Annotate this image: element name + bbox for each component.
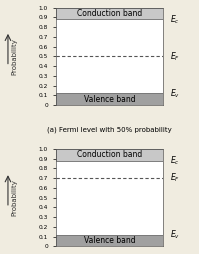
Bar	[56, 235, 163, 246]
Bar	[56, 8, 163, 19]
Bar	[56, 149, 163, 161]
Text: E$_F$: E$_F$	[170, 50, 180, 62]
Text: Probability: Probability	[11, 179, 17, 216]
Text: (a) Fermi level with 50% probability: (a) Fermi level with 50% probability	[47, 126, 172, 133]
Text: E$_c$: E$_c$	[170, 13, 179, 26]
Text: E$_c$: E$_c$	[170, 154, 179, 167]
Text: Valence band: Valence band	[84, 95, 135, 104]
Text: Conduction band: Conduction band	[77, 150, 142, 159]
Text: E$_v$: E$_v$	[170, 87, 180, 100]
Text: Conduction band: Conduction band	[77, 9, 142, 18]
Text: E$_F$: E$_F$	[170, 172, 180, 184]
Text: Valence band: Valence band	[84, 236, 135, 245]
Text: Probability: Probability	[11, 38, 17, 75]
Bar	[56, 93, 163, 105]
Text: E$_v$: E$_v$	[170, 228, 180, 241]
